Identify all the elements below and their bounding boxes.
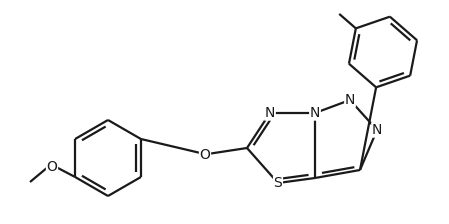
Text: O: O — [47, 160, 57, 174]
Text: S: S — [273, 176, 282, 190]
Text: N: N — [265, 106, 275, 120]
Text: N: N — [372, 123, 382, 137]
Text: O: O — [199, 148, 211, 162]
Text: N: N — [345, 93, 355, 107]
Text: N: N — [310, 106, 320, 120]
